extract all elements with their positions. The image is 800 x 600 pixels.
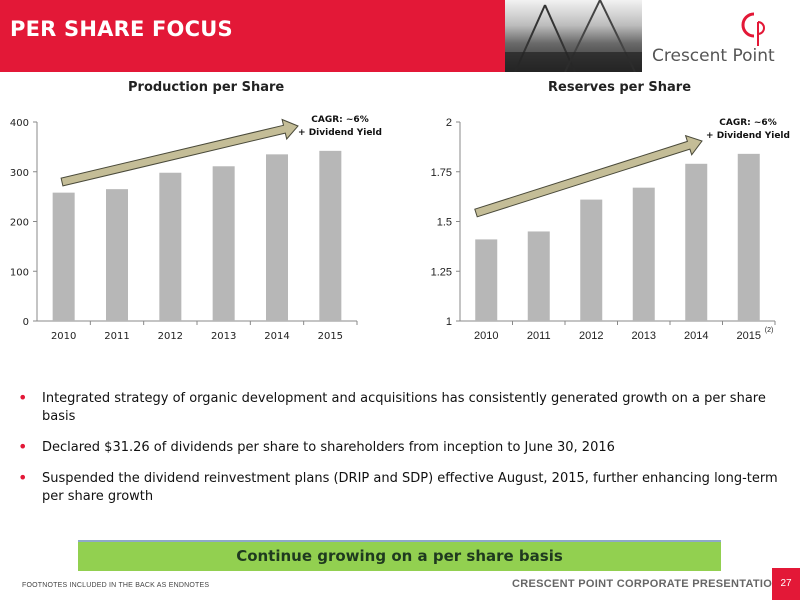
bar <box>212 166 235 321</box>
reserves-chart-title: Reserves per Share <box>548 80 692 95</box>
bar <box>632 187 655 321</box>
bullet-text: Integrated strategy of organic developme… <box>42 391 766 424</box>
x-tick-label: 2011 <box>104 331 129 342</box>
bar <box>52 192 75 321</box>
bullet-text: Declared $31.26 of dividends per share t… <box>42 440 615 455</box>
bullet-icon: • <box>18 437 28 456</box>
page-title: PER SHARE FOCUS <box>10 17 233 41</box>
logo-mark-icon <box>741 12 765 46</box>
bar <box>580 199 603 321</box>
x-tick-label: 2012 <box>158 331 183 342</box>
list-item: • Integrated strategy of organic developm… <box>18 388 788 426</box>
bar <box>159 172 182 321</box>
y-tick-label: 400 <box>10 118 29 129</box>
bar <box>475 239 498 321</box>
y-tick-label: 1.75 <box>431 167 452 179</box>
y-tick-label: 1.5 <box>437 217 452 229</box>
list-item: • Declared $31.26 of dividends per share … <box>18 437 788 457</box>
header-bar: PER SHARE FOCUS <box>0 0 505 72</box>
x-tick-label: 2010 <box>51 331 76 342</box>
y-tick-label: 1 <box>446 316 452 328</box>
header-photo <box>505 0 642 72</box>
cagr-annotation: CAGR: ~6% <box>311 115 368 125</box>
bullet-icon: • <box>18 468 28 487</box>
trend-arrow <box>60 118 299 187</box>
page-number: 27 <box>772 568 800 600</box>
y-tick-label: 1.25 <box>431 266 452 278</box>
production-chart-title: Production per Share <box>128 80 285 95</box>
bar <box>685 163 708 321</box>
x-tick-label: 2014 <box>684 330 708 342</box>
cagr-annotation: CAGR: ~6% <box>719 118 776 128</box>
list-item: • Suspended the dividend reinvestment pla… <box>18 468 788 506</box>
bullet-text: Suspended the dividend reinvestment plan… <box>42 471 778 504</box>
trend-arrow <box>474 134 703 218</box>
header-photo-graphic <box>505 0 642 72</box>
bar <box>106 189 128 321</box>
x-tick-label: 2013 <box>211 331 236 342</box>
bar <box>737 153 760 321</box>
y-tick-label: 100 <box>10 267 29 278</box>
y-tick-label: 2 <box>446 117 452 129</box>
bar <box>319 150 342 321</box>
x-tick-label: 2015 <box>318 331 343 342</box>
company-logo <box>642 0 800 72</box>
x-tick-label: 2014 <box>264 331 289 342</box>
bullet-icon: • <box>18 388 28 407</box>
charts-canvas: 0 100 200 300 400 2010 2011 2012 2013 2014 2015 CAG… <box>10 115 790 342</box>
y-tick-label: 200 <box>10 218 29 229</box>
bullet-list: • Integrated strategy of organic developm… <box>18 388 788 519</box>
footer-title: CRESCENT POINT CORPORATE PRESENTATION <box>512 578 781 590</box>
bar <box>266 154 288 321</box>
y-tick-label: 0 <box>23 317 29 328</box>
x-tick-label: 2015 <box>737 330 761 342</box>
y-tick-label: 300 <box>10 168 29 179</box>
company-name: Crescent Point <box>652 46 775 66</box>
x-tick-label: 2013 <box>632 330 656 342</box>
x-tick-label: 2010 <box>474 330 498 342</box>
footnote-marker: (2) <box>765 327 774 334</box>
summary-banner: Continue growing on a per share basis <box>78 540 721 571</box>
footnote-text: FOOTNOTES INCLUDED IN THE BACK AS ENDNOT… <box>22 582 210 589</box>
bar <box>527 231 550 321</box>
x-tick-label: 2012 <box>579 330 603 342</box>
x-tick-label: 2011 <box>527 330 551 342</box>
dividend-yield-annotation: + Dividend Yield <box>298 128 382 138</box>
dividend-yield-annotation: + Dividend Yield <box>706 131 790 141</box>
